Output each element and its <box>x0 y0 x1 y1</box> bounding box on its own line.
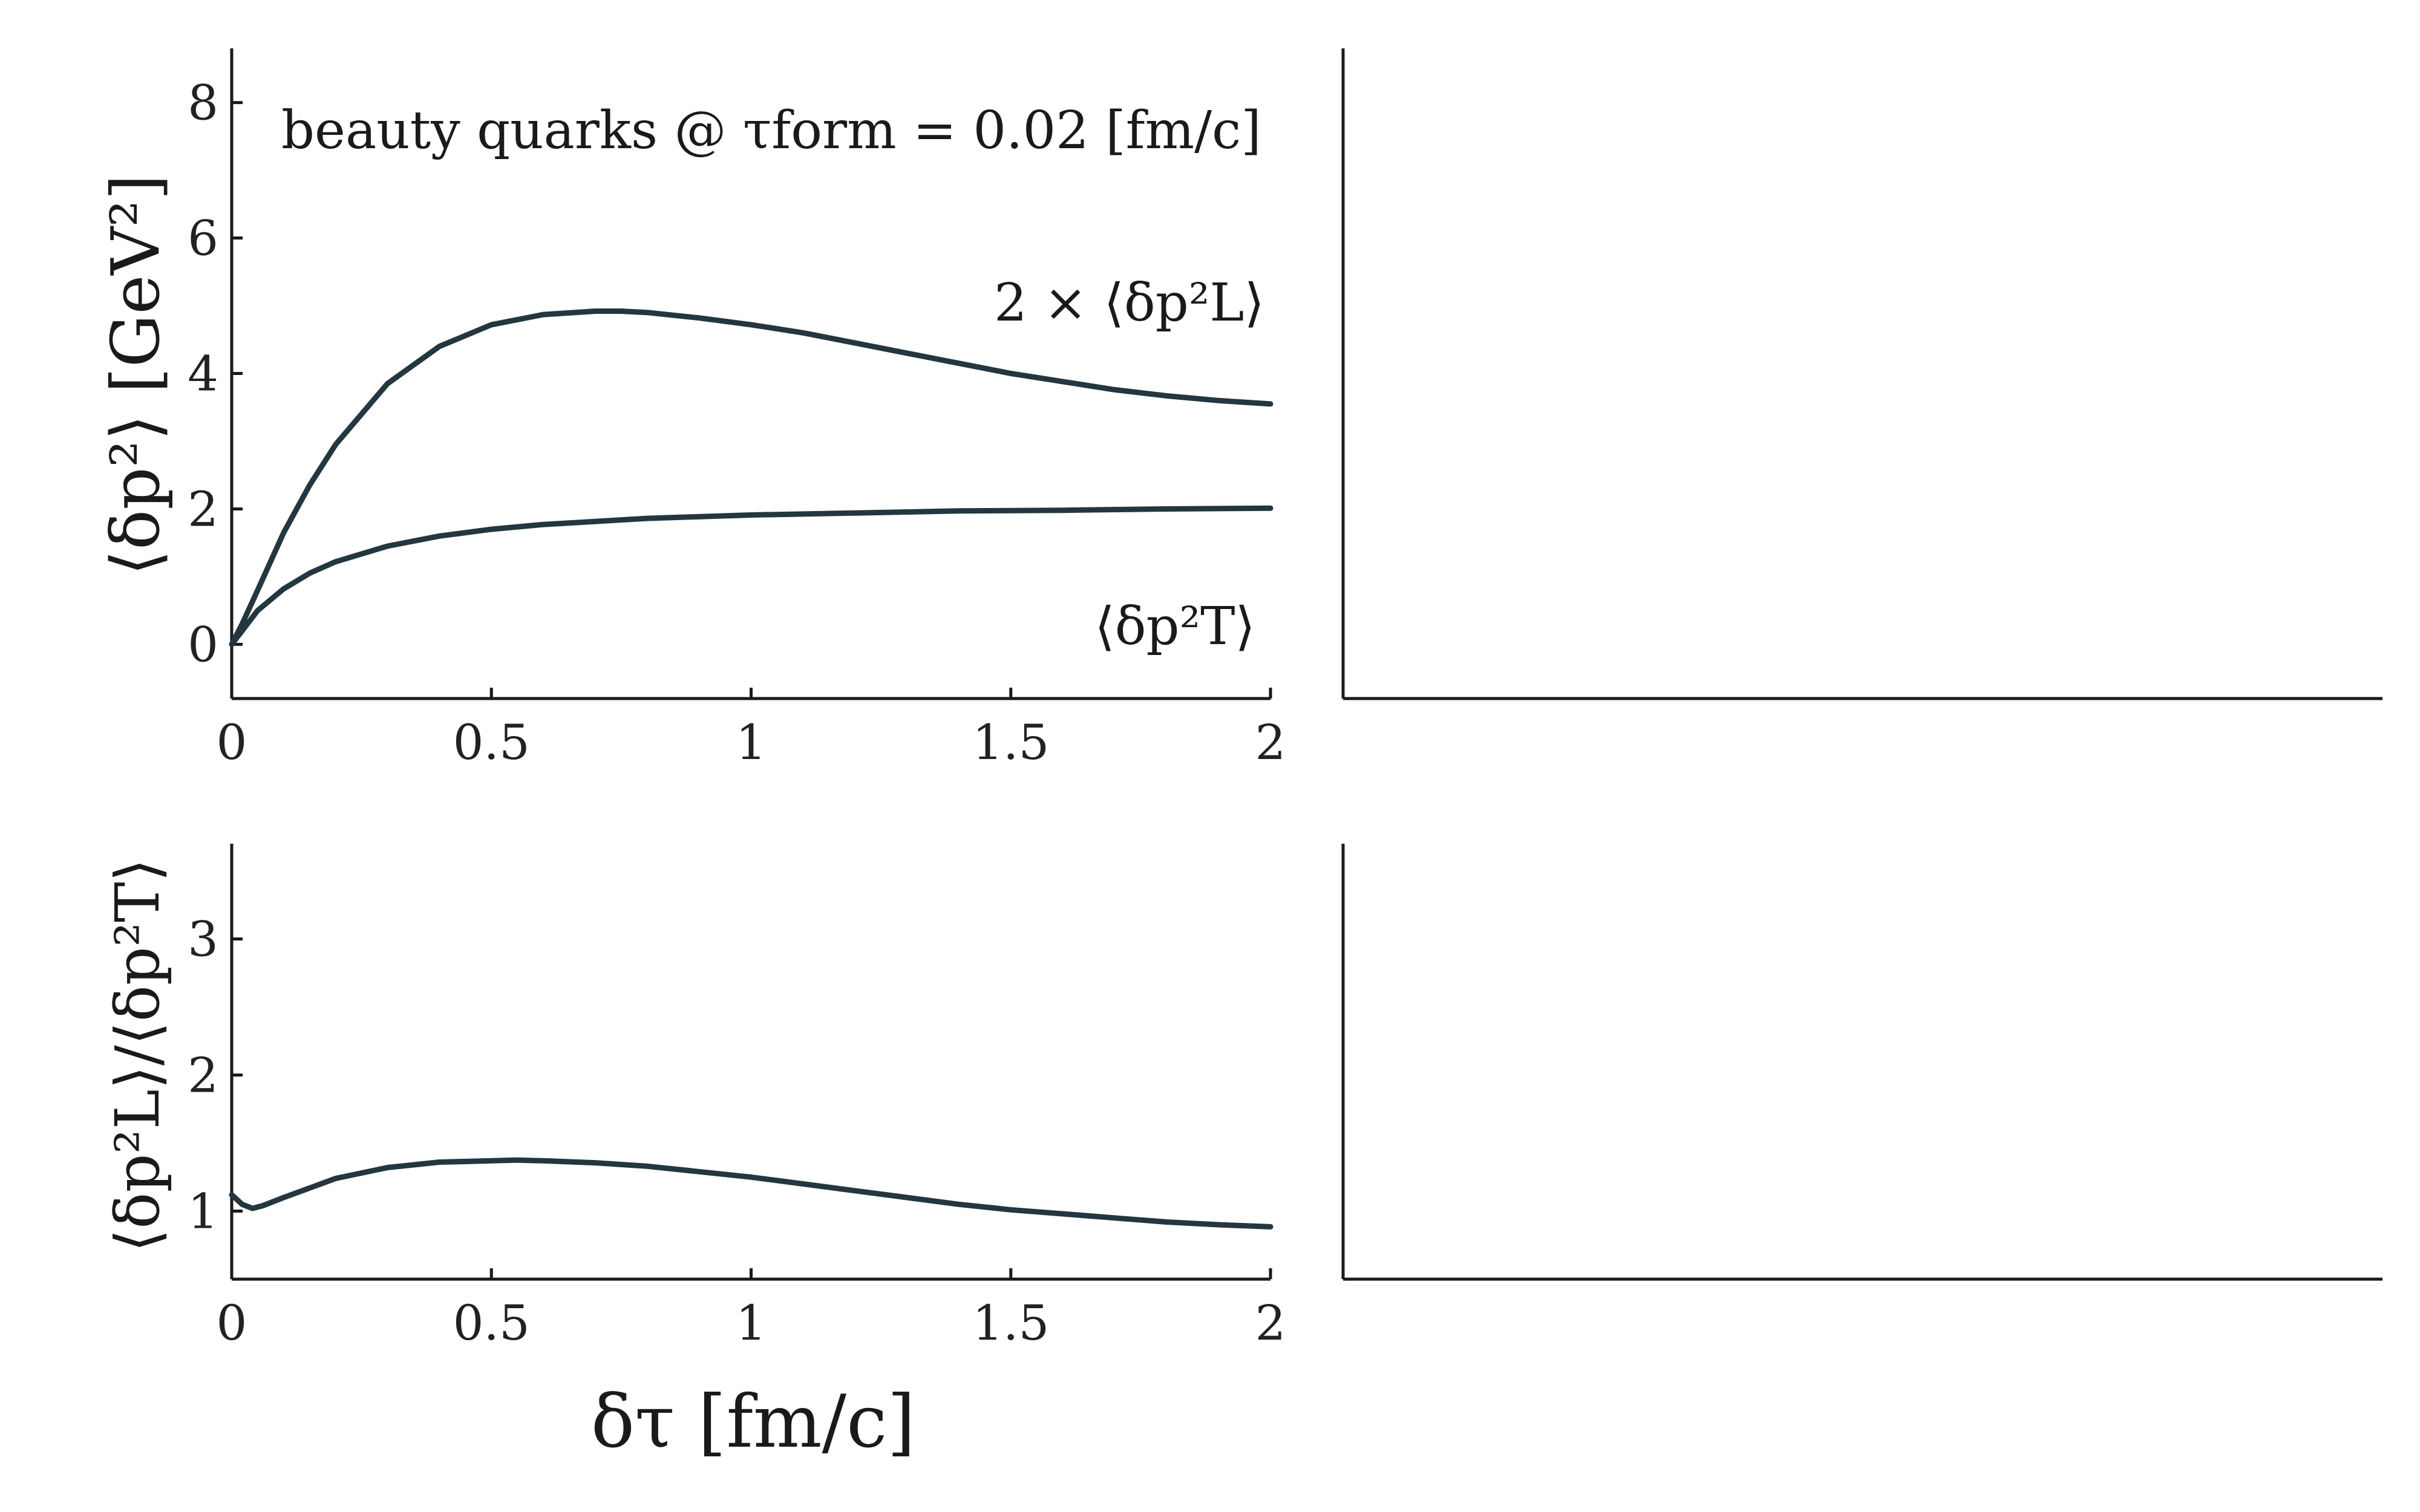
x-tick-label: 2 <box>1255 1295 1286 1351</box>
header-annotation: beauty quarks @ τform = 0.02 [fm/c] <box>281 100 1261 161</box>
tick-group: 0 0.5 1 1.5 2 1 2 3 <box>188 911 1286 1352</box>
long-series-label: 2 × ⟨δp²L⟩ <box>994 273 1264 333</box>
x-tick-label: 1.5 <box>972 714 1049 771</box>
x-tick-label: 1 <box>736 714 767 771</box>
x-tick-label: 0 <box>217 1295 247 1351</box>
x-tick-label: 0 <box>217 714 247 771</box>
y-tick-label: 1 <box>188 1184 218 1240</box>
trans-series-label: ⟨δp²T⟩ <box>1094 596 1255 657</box>
y-tick-label: 0 <box>188 616 218 673</box>
y-tick-label: 4 <box>188 346 218 402</box>
x-tick-label: 1.5 <box>972 1295 1049 1351</box>
x-tick-label: 0.5 <box>453 714 530 771</box>
y-tick-label: 8 <box>188 75 218 131</box>
series-group <box>229 1157 1274 1230</box>
panel-top-right <box>1341 48 2382 700</box>
tick-group: 0 0.5 1 1.5 2 0 2 4 6 8 <box>188 75 1286 771</box>
series-line-0 <box>229 1157 1274 1230</box>
x-tick-label: 0.5 <box>453 1295 530 1351</box>
y-tick-label: 2 <box>188 1048 218 1104</box>
y-tick-label: 6 <box>188 210 218 267</box>
y-axis-title: ⟨δp²L⟩/⟨δp²T⟩ <box>102 858 173 1252</box>
series-line-1 <box>229 505 1274 647</box>
x-tick-label: 1 <box>736 1295 767 1351</box>
x-tick-label: 2 <box>1255 714 1286 771</box>
y-axis-title: ⟨δp²⟩ [GeV²] <box>97 174 174 576</box>
series-group <box>229 308 1274 647</box>
y-tick-label: 3 <box>188 911 218 968</box>
y-tick-label: 2 <box>188 481 218 537</box>
panel-bottom-left: 0 0.5 1 1.5 2 1 2 3 ⟨δp²L⟩/⟨δp²T⟩ δτ [fm/c] <box>102 844 1286 1464</box>
panel-top-left: 0 0.5 1 1.5 2 0 2 4 6 8 beauty quarks @ τform = 0… <box>97 48 1286 771</box>
panel-bottom-right <box>1341 844 2382 1281</box>
series-line-0 <box>229 308 1274 647</box>
x-axis-title: δτ [fm/c] <box>591 1380 915 1464</box>
